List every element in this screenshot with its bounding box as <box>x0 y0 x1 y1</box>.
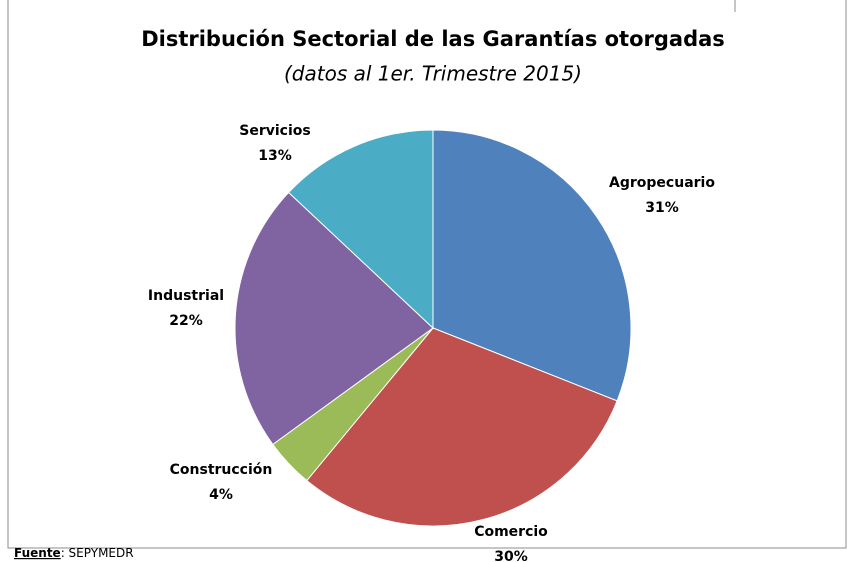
slice-value-label: 4% <box>209 487 233 503</box>
pie-slice <box>306 327 618 527</box>
chart-subtitle: (datos al 1er. Trimestre 2015) <box>284 62 582 86</box>
slice-category-label: Comercio <box>474 524 548 540</box>
pie-slice <box>287 129 434 330</box>
slice-category-label: Industrial <box>148 288 224 304</box>
slice-value-label: 31% <box>645 200 679 216</box>
slice-value-label: 30% <box>494 549 528 562</box>
slice-category-label: Construcción <box>170 462 273 478</box>
chart-title: Distribución Sectorial de las Garantías … <box>141 27 725 51</box>
source-note: Fuente: SEPYMEDR <box>14 546 134 560</box>
pie-slice <box>234 191 434 446</box>
source-label: Fuente <box>14 546 61 560</box>
slice-value-label: 22% <box>169 313 203 329</box>
slice-value-label: 13% <box>258 148 292 164</box>
slice-category-label: Agropecuario <box>609 175 715 191</box>
pie-slice <box>432 129 632 402</box>
chart-border <box>7 0 847 549</box>
slice-category-label: Servicios <box>239 123 310 139</box>
source-text: : SEPYMEDR <box>61 546 134 560</box>
